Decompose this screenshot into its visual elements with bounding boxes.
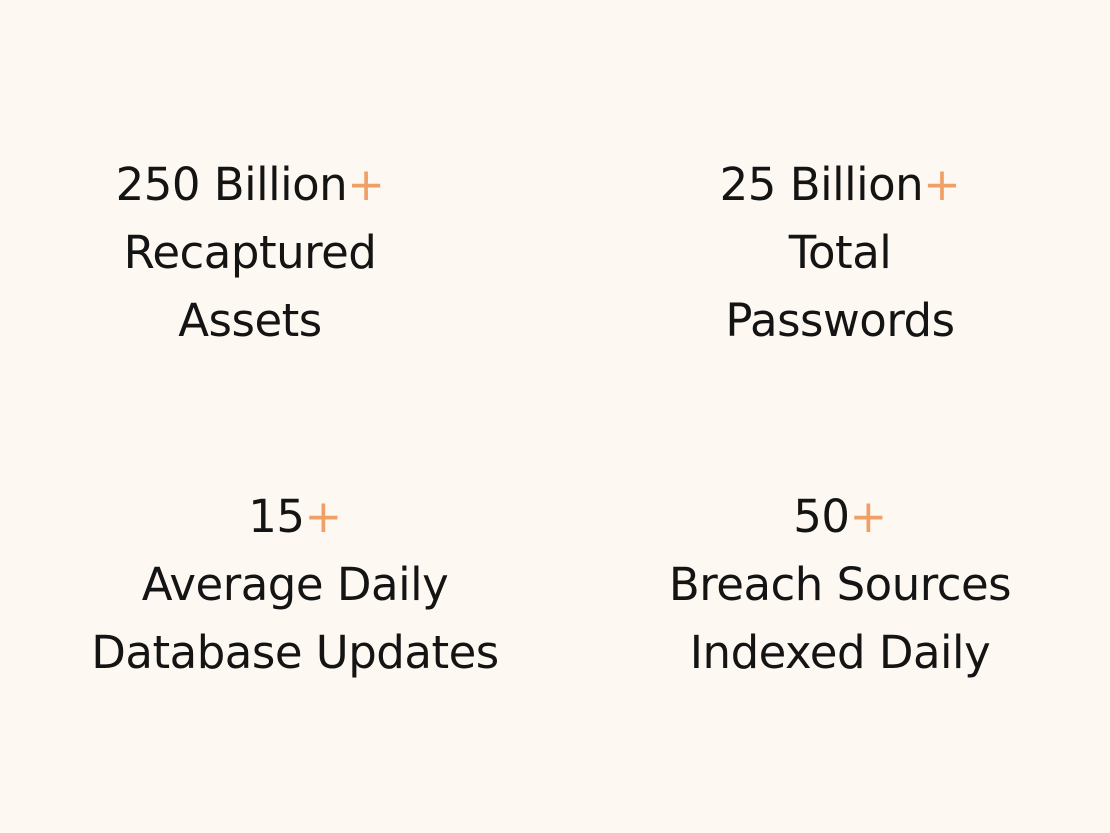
stat-plus-suffix: + bbox=[849, 490, 888, 543]
stat-value-line: 50+ bbox=[610, 483, 1070, 551]
stat-label-line: Indexed Daily bbox=[689, 626, 991, 679]
stat-label-line: Breach Sources bbox=[668, 558, 1012, 611]
stat-value-line: 15+ bbox=[60, 483, 530, 551]
stat-label-line: Average Daily bbox=[141, 558, 449, 611]
stat-plus-suffix: + bbox=[923, 158, 961, 211]
stat-recaptured-assets: 250 Billion+ Recaptured Assets bbox=[60, 151, 440, 355]
stat-label-line: Assets bbox=[178, 294, 322, 347]
stat-total-passwords: 25 Billion+ Total Passwords bbox=[650, 151, 1030, 355]
stat-label-line: Passwords bbox=[725, 294, 955, 347]
stat-value: 50 bbox=[793, 490, 850, 543]
stat-value: 25 Billion bbox=[719, 158, 924, 211]
stat-value: 15 bbox=[248, 490, 305, 543]
stat-value: 250 Billion bbox=[115, 158, 348, 211]
stat-plus-suffix: + bbox=[304, 490, 343, 543]
stat-label-line: Database Updates bbox=[91, 626, 499, 679]
stat-value-line: 25 Billion+ bbox=[650, 151, 1030, 219]
stat-value-line: 250 Billion+ bbox=[60, 151, 440, 219]
stat-label-line: Recaptured bbox=[123, 226, 377, 279]
stat-label-line: Total bbox=[788, 226, 892, 279]
stat-breach-sources: 50+ Breach Sources Indexed Daily bbox=[610, 483, 1070, 687]
stat-plus-suffix: + bbox=[347, 158, 385, 211]
stat-daily-database-updates: 15+ Average Daily Database Updates bbox=[60, 483, 530, 687]
